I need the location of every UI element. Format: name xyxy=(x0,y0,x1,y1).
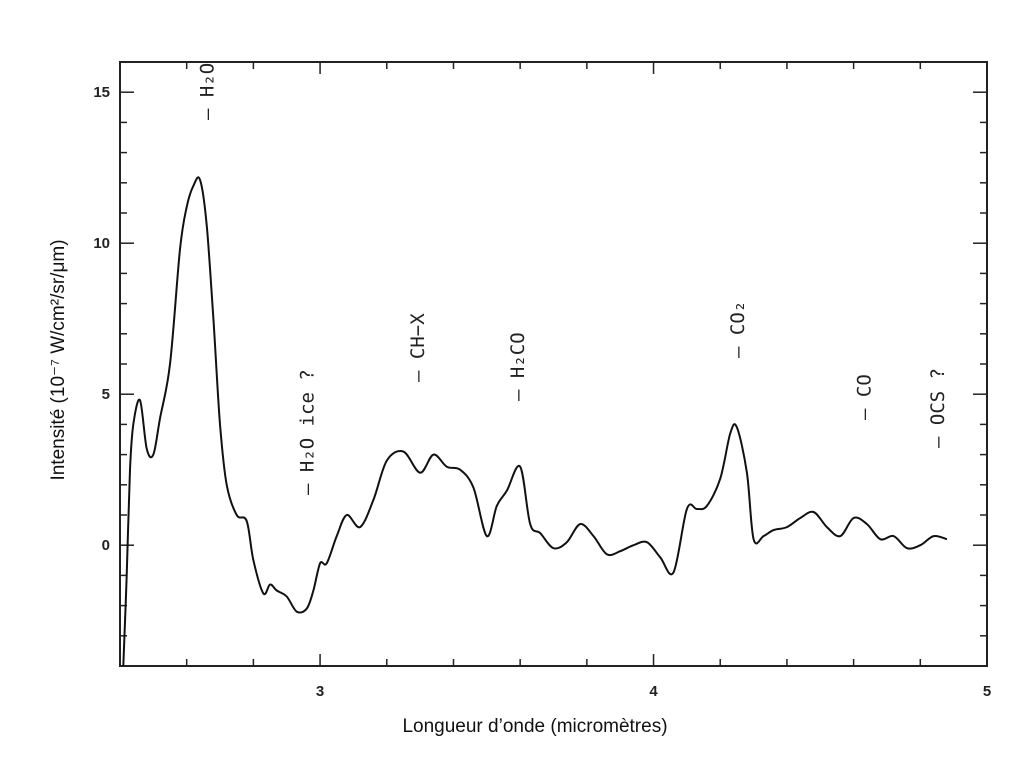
feature-label: – H₂CO xyxy=(507,332,529,401)
y-axis-title: Intensité (10⁻⁷ W/cm²/sr/μm) xyxy=(48,239,69,480)
y-axis-ticks: 0 5 10 15 xyxy=(93,61,987,667)
y-tick-label: 15 xyxy=(93,84,110,101)
feature-label: – H₂O xyxy=(197,63,219,120)
feature-label: – H₂O ice ? xyxy=(297,369,319,495)
y-tick-label: 5 xyxy=(102,386,110,403)
feature-label: – OCS ? xyxy=(927,368,949,448)
x-axis-title: Longueur d’onde (micromètres) xyxy=(402,716,667,737)
x-tick-label: 3 xyxy=(316,683,324,700)
feature-labels: – H₂O – H₂O ice ? – CH−X – H₂CO – CO₂ – CO – O… xyxy=(197,63,949,495)
series-group xyxy=(122,176,948,667)
x-axis-ticks: 3 4 5 xyxy=(119,62,991,700)
y-tick-label: 10 xyxy=(93,235,110,252)
y-tick-label: 0 xyxy=(102,537,110,554)
x-tick-label: 5 xyxy=(983,683,991,700)
feature-label: – CO₂ xyxy=(727,301,749,358)
x-tick-label: 4 xyxy=(649,683,658,700)
plot-frame xyxy=(119,61,988,667)
feature-label: – CO xyxy=(854,374,876,420)
spectrum-line xyxy=(122,176,948,667)
feature-label: – CH−X xyxy=(407,313,429,382)
